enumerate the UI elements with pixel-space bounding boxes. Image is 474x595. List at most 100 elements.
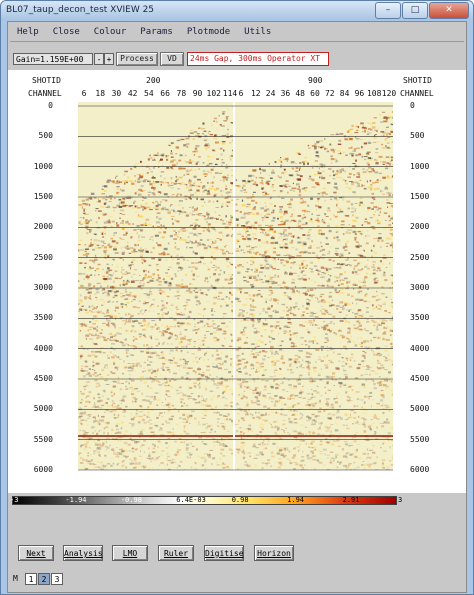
seismic-sample	[284, 220, 288, 222]
seismic-sample	[378, 233, 382, 235]
seismic-sample	[342, 455, 347, 458]
seismic-sample	[390, 130, 393, 133]
seismic-sample	[317, 358, 322, 360]
seismic-sample	[166, 458, 168, 460]
seismic-sample	[355, 182, 358, 184]
seismic-sample	[323, 320, 325, 323]
seismic-sample	[93, 307, 97, 309]
menu-params[interactable]: Params	[140, 27, 173, 37]
menu-plotmode[interactable]: Plotmode	[186, 27, 231, 37]
seismic-sample	[357, 126, 360, 129]
seismic-sample	[108, 325, 111, 328]
seismic-sample	[254, 279, 259, 281]
seismic-sample	[169, 317, 173, 319]
seismic-sample	[274, 395, 278, 397]
menu-utils[interactable]: Utils	[244, 27, 272, 37]
seismic-sample	[217, 362, 222, 364]
seismic-sample	[203, 215, 206, 218]
seismic-sample	[251, 353, 255, 355]
seismic-sample	[194, 163, 197, 166]
seismic-sample	[84, 467, 88, 470]
seismic-sample	[246, 312, 248, 314]
seismic-sample	[235, 423, 239, 425]
vd-button[interactable]: VD	[160, 52, 184, 66]
seismic-sample	[160, 224, 162, 227]
seismic-sample	[111, 334, 113, 337]
seismic-sample	[285, 427, 287, 429]
seismic-sample	[196, 360, 199, 364]
seismic-sample	[102, 213, 107, 216]
minimize-button[interactable]: –	[375, 2, 401, 19]
close-window-button[interactable]: ✕	[429, 2, 469, 19]
seismic-sample	[277, 450, 280, 453]
gain-increase-button[interactable]: +	[104, 53, 114, 65]
seismic-sample	[110, 226, 113, 228]
seismic-sample	[161, 402, 164, 403]
gain-decrease-button[interactable]: -	[94, 53, 104, 65]
seismic-sample	[368, 465, 371, 468]
seismic-sample	[131, 250, 135, 253]
seismic-sample	[319, 176, 321, 179]
seismic-sample	[332, 150, 335, 153]
gain-field[interactable]: Gain=1.159E+00	[13, 53, 93, 65]
seismic-sample	[216, 187, 220, 190]
seismic-sample	[217, 366, 219, 369]
process-button[interactable]: Process	[116, 52, 158, 66]
menu-colour[interactable]: Colour	[93, 27, 127, 37]
seismic-sample	[190, 168, 193, 171]
seismic-sample	[255, 252, 258, 255]
seismic-sample	[328, 295, 332, 298]
seismic-sample	[211, 251, 216, 253]
seismic-sample	[225, 235, 228, 237]
seismic-sample	[182, 229, 186, 232]
seismic-sample	[207, 265, 209, 268]
seismic-sample	[98, 384, 101, 387]
seismic-sample	[182, 413, 186, 416]
seismic-sample	[259, 182, 263, 184]
seismic-sample	[161, 225, 166, 228]
seismic-sample	[140, 380, 142, 382]
seismic-sample	[118, 313, 121, 314]
menu-close[interactable]: Close	[52, 27, 80, 37]
seismic-sample	[369, 157, 373, 159]
seismic-sample	[214, 240, 217, 243]
seismic-panel-shot-200[interactable]	[78, 102, 233, 470]
seismic-sample	[181, 376, 184, 379]
seismic-sample	[157, 202, 159, 204]
seismic-sample	[372, 183, 375, 185]
seismic-panel-shot-900[interactable]	[235, 102, 393, 470]
seismic-sample	[92, 432, 95, 434]
seismic-sample	[180, 324, 183, 327]
seismic-sample	[194, 297, 198, 299]
seismic-sample	[110, 336, 113, 339]
seismic-sample	[101, 368, 104, 372]
seismic-sample	[145, 222, 147, 224]
seismic-sample	[386, 245, 388, 247]
seismic-sample	[224, 330, 227, 333]
seismic-sample	[122, 259, 125, 261]
seismic-sample	[282, 361, 286, 364]
seismic-sample	[259, 423, 263, 426]
seismic-sample	[141, 165, 143, 167]
seismic-sample	[261, 467, 264, 469]
maximize-button[interactable]: □	[402, 2, 428, 19]
title-bar[interactable]: BL07_taup_decon_test XVIEW 25 – □ ✕	[1, 1, 473, 20]
seismic-sample	[224, 197, 227, 199]
seismic-sample	[261, 379, 265, 381]
seismic-sample	[87, 232, 89, 235]
seismic-sample	[102, 197, 106, 200]
seismic-sample	[139, 275, 141, 276]
seismic-sample	[95, 221, 98, 224]
seismic-sample	[247, 205, 251, 208]
seismic-sample	[298, 308, 300, 310]
seismic-sample	[354, 271, 358, 274]
seismic-sample	[78, 249, 80, 252]
seismic-sample	[349, 264, 353, 267]
seismic-sample	[88, 461, 92, 462]
seismic-sample	[384, 120, 388, 123]
menu-help[interactable]: Help	[17, 27, 39, 37]
seismic-sample	[348, 172, 352, 175]
seismic-sample	[335, 188, 339, 190]
seismic-sample	[85, 203, 88, 206]
